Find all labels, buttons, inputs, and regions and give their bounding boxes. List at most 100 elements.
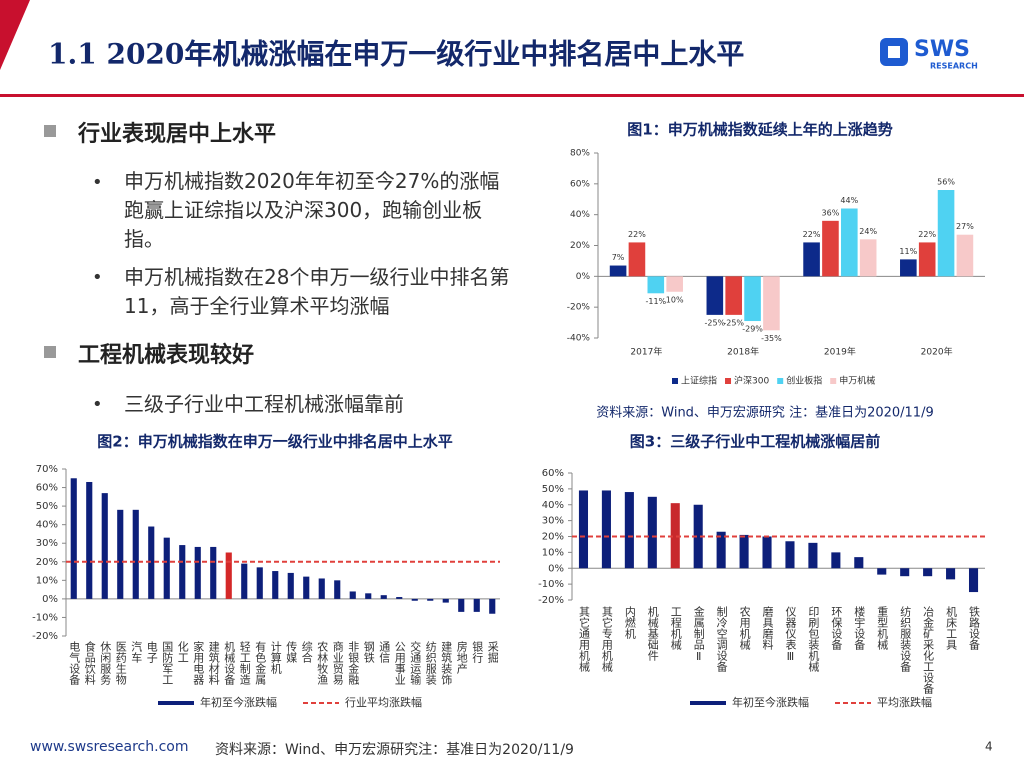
bar (163, 537, 170, 599)
x-tick-label: 冶金矿采化工设备 (922, 605, 935, 695)
y-tick-label: -10% (32, 612, 58, 623)
x-tick-label: 银行 (471, 640, 484, 664)
x-tick-label: 国防军工 (161, 641, 174, 685)
bar (956, 234, 974, 277)
bar (601, 490, 611, 569)
x-tick-label: 钢铁 (362, 641, 375, 663)
legend-label: 上证综指 (681, 375, 717, 387)
bar (725, 276, 742, 315)
bar (210, 546, 217, 599)
bar (937, 190, 955, 277)
bar (666, 276, 683, 292)
value-label: 10% (666, 295, 684, 304)
y-tick-label: 80% (570, 149, 590, 159)
bar (411, 598, 418, 601)
value-label: -29% (742, 325, 763, 334)
x-tick-label: 非银金融 (347, 641, 360, 686)
value-label: 44% (840, 196, 858, 205)
x-tick-label: 农林牧渔 (316, 640, 329, 686)
bullet-dot: • (92, 394, 103, 415)
value-label: 56% (937, 178, 955, 187)
bar (647, 496, 657, 569)
x-tick-label: 农用机械 (738, 605, 751, 651)
bar (918, 242, 936, 277)
legend-swatch (830, 378, 837, 384)
bar (132, 509, 139, 599)
chart-title: 图2：申万机械指数在申万一级行业中排名居中上水平 (97, 433, 452, 451)
x-tick-label: 综合 (300, 640, 313, 663)
x-tick-label: 电气设备 (68, 641, 81, 686)
x-tick-label: 楼宇设备 (853, 605, 866, 651)
y-tick-label: 40% (570, 210, 590, 220)
bar (427, 598, 434, 601)
x-tick-label: 轻工制造 (238, 640, 251, 685)
x-tick-label: 金属制品Ⅱ (692, 605, 705, 663)
bar (803, 242, 820, 277)
chart-title: 图1：申万机械指数延续上年的上涨趋势 (627, 121, 892, 139)
x-tick-label: 2020年 (921, 346, 953, 358)
footer-url: www.swsresearch.com (30, 739, 188, 755)
value-label: 36% (822, 208, 840, 217)
x-tick-label: 机床工具 (945, 605, 958, 650)
bar (303, 576, 310, 599)
value-label: 22% (628, 230, 646, 239)
bar (763, 276, 780, 331)
y-tick-label: 20% (36, 557, 58, 568)
bar (822, 220, 839, 277)
x-tick-label: 制冷空调设备 (715, 606, 728, 673)
bar (179, 545, 186, 599)
x-tick-label: 纺织服装 (424, 640, 437, 686)
bar (489, 598, 496, 614)
value-label: -11% (645, 297, 666, 306)
x-tick-label: 化工 (176, 640, 189, 663)
logo-sub: RESEARCH (930, 62, 978, 71)
bullet-dot: • (92, 267, 103, 288)
bar (900, 568, 910, 577)
bar (877, 568, 887, 575)
corner-accent (0, 0, 30, 70)
x-tick-label: 内燃机 (623, 605, 636, 639)
legend-swatch (672, 378, 678, 384)
x-tick-label: 公用事业 (393, 641, 406, 685)
bar (739, 534, 749, 569)
value-label: 22% (918, 230, 936, 239)
bar (349, 591, 356, 599)
value-label: -25% (723, 318, 744, 327)
bullet: 三级子行业中工程机械涨幅靠前 (124, 392, 404, 416)
x-tick-label: 传媒 (285, 641, 298, 664)
bar (256, 567, 263, 599)
y-tick-label: 30% (542, 516, 564, 527)
value-label: 11% (899, 247, 917, 256)
legend-label: 年初至今涨跌幅 (732, 695, 809, 709)
x-tick-label: 重型机械 (876, 605, 889, 651)
logo: SWS (914, 37, 970, 62)
bar (458, 598, 465, 612)
y-tick-label: 40% (542, 500, 564, 511)
value-label: 27% (956, 222, 974, 231)
bullet: 申万机械指数2020年年初至今27%的涨幅跑赢上证综指以及沪深300，跑输创业板… (124, 169, 500, 251)
x-tick-label: 休闲服务 (99, 641, 112, 685)
value-label: -25% (704, 318, 725, 327)
x-tick-label: 其它通用机械 (577, 606, 590, 673)
legend-label: 行业平均涨跌幅 (345, 695, 422, 709)
bar (287, 572, 294, 599)
x-tick-label: 交通运输 (409, 640, 422, 686)
legend-label: 年初至今涨跌幅 (200, 695, 277, 709)
value-label: 22% (803, 230, 821, 239)
x-tick-label: 机械设备 (223, 640, 236, 686)
y-tick-label: 10% (542, 547, 564, 558)
bar (148, 526, 155, 599)
y-tick-label: 50% (542, 484, 564, 495)
x-tick-label: 其它专用机械 (600, 606, 613, 673)
y-tick-label: -10% (538, 579, 564, 590)
y-tick-label: 20% (542, 532, 564, 543)
x-tick-label: 2018年 (727, 346, 759, 358)
bar (716, 531, 726, 569)
bullet: 申万机械指数在28个申万一级行业中排名第11，高于全行业算术平均涨幅 (124, 265, 510, 318)
legend-label: 沪深300 (734, 375, 769, 387)
y-tick-label: 60% (570, 179, 590, 189)
x-tick-label: 工程机械 (669, 606, 682, 651)
x-tick-label: 2017年 (630, 346, 662, 358)
bar (578, 490, 589, 569)
bar (693, 504, 703, 569)
